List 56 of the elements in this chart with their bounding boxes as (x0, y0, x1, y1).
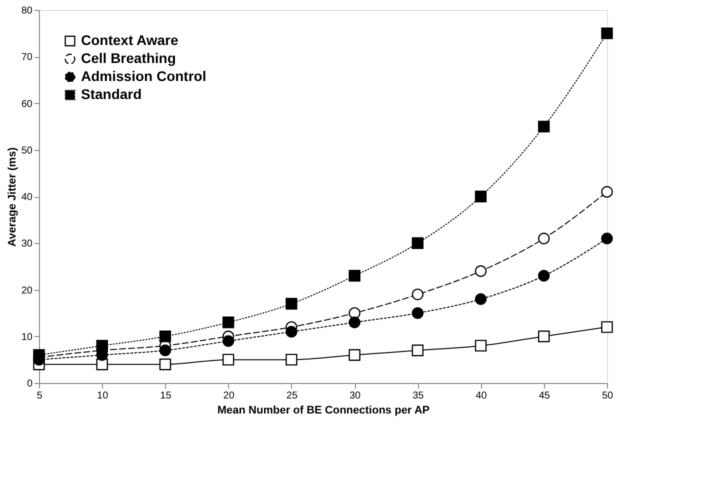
point (538, 270, 550, 282)
legend-label: Cell Breathing (81, 50, 176, 66)
x-axis-title: Mean Number of BE Connections per AP (217, 404, 430, 416)
x-tick-label: 15 (160, 390, 172, 402)
point (348, 316, 360, 328)
point (348, 270, 360, 282)
point (222, 354, 234, 366)
point (222, 316, 234, 328)
point (601, 186, 613, 198)
y-tick-label: 80 (21, 6, 33, 16)
point (286, 326, 298, 338)
point (601, 321, 613, 333)
y-tick-label: 60 (21, 98, 33, 110)
x-tick-label: 40 (476, 390, 488, 402)
point (33, 349, 45, 361)
point (601, 27, 613, 40)
legend-label: Standard (81, 86, 142, 102)
y-tick-label: 50 (21, 145, 33, 156)
legend-label: Admission Control (81, 68, 206, 84)
y-tick-label: 0 (26, 378, 33, 390)
point (348, 307, 360, 319)
x-tick-label: 5 (36, 390, 43, 402)
point (96, 340, 108, 352)
point (412, 288, 424, 300)
point (474, 265, 487, 277)
point (474, 340, 487, 352)
x-tick-label: 25 (286, 390, 298, 402)
y-axis-title: Average Jitter (ms) (6, 147, 18, 247)
point (159, 344, 172, 356)
x-tick-label: 20 (223, 390, 235, 402)
point (222, 335, 234, 347)
point (286, 354, 298, 366)
legend-label: Context Aware (81, 32, 178, 48)
x-tick-label: 50 (602, 390, 614, 402)
x-tick-label: 30 (349, 390, 362, 402)
x-tick-label: 45 (538, 390, 550, 402)
point (159, 358, 172, 370)
point (538, 120, 550, 132)
y-tick-label: 10 (21, 332, 33, 343)
x-tick-label: 35 (412, 390, 424, 402)
point (474, 293, 487, 305)
point (601, 232, 613, 244)
y-tick-label: 20 (21, 285, 33, 296)
point (538, 330, 550, 342)
point (538, 232, 550, 244)
y-tick-label: 30 (21, 238, 33, 250)
point (474, 190, 487, 202)
x-tick-label: 10 (97, 390, 109, 402)
point (412, 237, 424, 249)
y-tick-label: 40 (21, 192, 33, 203)
point (412, 307, 424, 319)
point (412, 344, 424, 356)
y-tick-label: 70 (21, 52, 33, 64)
point (286, 298, 298, 310)
point (348, 349, 360, 361)
point (159, 330, 172, 342)
